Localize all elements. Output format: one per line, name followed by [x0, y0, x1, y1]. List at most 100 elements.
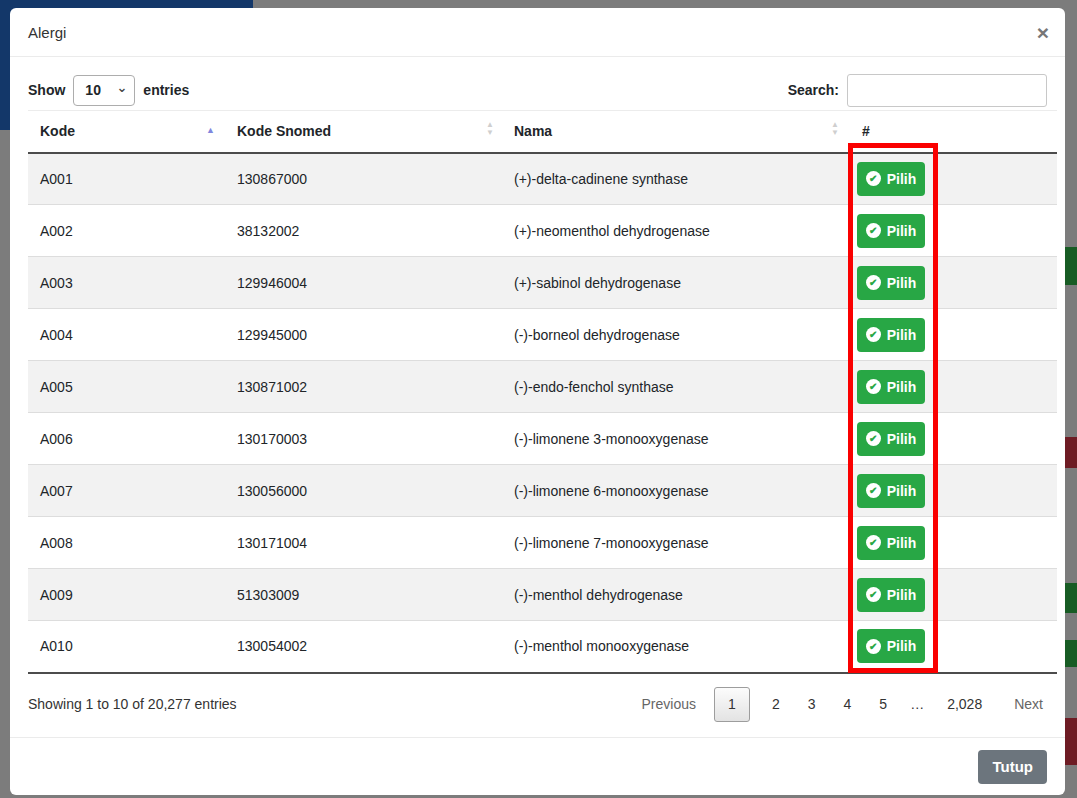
cell-action: ✔ Pilih: [845, 205, 1057, 257]
cell-action: ✔ Pilih: [845, 257, 1057, 309]
table-row: A010130054002(-)-menthol monooxygenase✔P…: [28, 621, 1057, 673]
cell-nama: (-)-limonene 6-monooxygenase: [502, 465, 845, 517]
pilih-label: Pilih: [887, 275, 917, 291]
cell-action: ✔ Pilih: [845, 621, 1057, 673]
check-circle-icon: ✔: [866, 639, 881, 654]
tutup-close-button[interactable]: Tutup: [978, 750, 1047, 784]
page-button-1[interactable]: 1: [714, 687, 750, 722]
check-circle-icon: ✔: [866, 275, 881, 290]
cell-snomed: 130054002: [225, 621, 502, 673]
check-circle-icon: ✔: [866, 379, 881, 394]
previous-page-button[interactable]: Previous: [638, 690, 700, 718]
table-row: A001130867000(+)-delta-cadinene synthase…: [28, 153, 1057, 205]
pilih-label: Pilih: [887, 638, 917, 654]
cell-kode: A008: [28, 517, 225, 569]
cell-snomed: 130056000: [225, 465, 502, 517]
pilih-button[interactable]: ✔ Pilih: [857, 422, 925, 456]
page-button-4[interactable]: 4: [830, 690, 866, 718]
entries-label: entries: [143, 82, 189, 98]
sort-both-icon: ▲▼: [486, 121, 494, 137]
cell-kode: A007: [28, 465, 225, 517]
table-controls: Show 10 ⌄ entries Search:: [28, 70, 1047, 110]
column-header-kode[interactable]: Kode ▲: [28, 111, 225, 153]
close-icon[interactable]: ×: [1037, 22, 1049, 43]
cell-nama: (-)-limonene 3-monooxygenase: [502, 413, 845, 465]
modal-title: Alergi: [28, 24, 66, 41]
search-control: Search:: [788, 74, 1047, 107]
pilih-button[interactable]: ✔Pilih: [857, 318, 925, 352]
page-length-select[interactable]: 10 ⌄: [73, 75, 135, 106]
background-green-button-fragment: [1064, 640, 1077, 667]
search-input[interactable]: [847, 74, 1047, 107]
cell-action: ✔Pilih: [845, 569, 1057, 621]
cell-snomed: 51303009: [225, 569, 502, 621]
cell-snomed: 130871002: [225, 361, 502, 413]
cell-nama: (+)-sabinol dehydrogenase: [502, 257, 845, 309]
table-body: A001130867000(+)-delta-cadinene synthase…: [28, 153, 1057, 673]
page-ellipsis: …: [901, 690, 933, 718]
cell-action: ✔ Pilih: [845, 153, 1057, 205]
cell-action: ✔ Pilih: [845, 413, 1057, 465]
check-circle-icon: ✔: [866, 223, 881, 238]
pilih-button[interactable]: ✔ Pilih: [857, 526, 925, 560]
page-length-value: 10: [85, 82, 101, 98]
check-circle-icon: ✔: [866, 535, 881, 550]
cell-nama: (+)-neomenthol dehydrogenase: [502, 205, 845, 257]
pilih-button[interactable]: ✔ Pilih: [857, 214, 925, 248]
check-circle-icon: ✔: [866, 587, 881, 602]
pilih-label: Pilih: [887, 431, 917, 447]
table-row: A00238132002(+)-neomenthol dehydrogenase…: [28, 205, 1057, 257]
pilih-button[interactable]: ✔ Pilih: [857, 370, 925, 404]
background-green-button-fragment: [1064, 583, 1077, 613]
column-header-nama[interactable]: Nama ▲▼: [502, 111, 845, 153]
page-button-2[interactable]: 2: [758, 690, 794, 718]
cell-kode: A001: [28, 153, 225, 205]
sort-both-icon: ▲▼: [831, 121, 839, 137]
table-row: A003129946004(+)-sabinol dehydrogenase✔P…: [28, 257, 1057, 309]
background-red-button-fragment: [1064, 718, 1077, 765]
pilih-button[interactable]: ✔ Pilih: [857, 629, 925, 663]
page-button-2,028[interactable]: 2,028: [933, 690, 996, 718]
cell-action: ✔Pilih: [845, 309, 1057, 361]
page-button-5[interactable]: 5: [865, 690, 901, 718]
table-row: A006130170003(-)-limonene 3-monooxygenas…: [28, 413, 1057, 465]
cell-snomed: 129946004: [225, 257, 502, 309]
page-button-3[interactable]: 3: [794, 690, 830, 718]
column-header-kode-snomed[interactable]: Kode Snomed ▲▼: [225, 111, 502, 153]
cell-kode: A005: [28, 361, 225, 413]
next-page-button[interactable]: Next: [1010, 690, 1047, 718]
cell-snomed: 130171004: [225, 517, 502, 569]
table-row: A005130871002(-)-endo-fenchol synthase ✔ P…: [28, 361, 1057, 413]
cell-snomed: 38132002: [225, 205, 502, 257]
table-row: A004129945000(-)-borneol dehydrogenase✔P…: [28, 309, 1057, 361]
check-circle-icon: ✔: [866, 171, 881, 186]
cell-action: ✔ Pilih: [845, 517, 1057, 569]
cell-kode: A006: [28, 413, 225, 465]
pagination: Previous 12345…2,028 Next: [638, 687, 1048, 722]
cell-nama: (-)-borneol dehydrogenase: [502, 309, 845, 361]
cell-action: ✔ Pilih: [845, 361, 1057, 413]
pilih-button[interactable]: ✔Pilih: [857, 474, 925, 508]
check-circle-icon: ✔: [866, 431, 881, 446]
pilih-label: Pilih: [887, 223, 917, 239]
pilih-button[interactable]: ✔ Pilih: [857, 266, 925, 300]
background-red-button-fragment: [1064, 437, 1077, 468]
cell-kode: A010: [28, 621, 225, 673]
pilih-label: Pilih: [887, 379, 917, 395]
cell-action: ✔Pilih: [845, 465, 1057, 517]
pilih-label: Pilih: [887, 535, 917, 551]
pilih-button[interactable]: ✔Pilih: [857, 578, 925, 612]
table-info: Showing 1 to 10 of 20,277 entries: [28, 696, 237, 712]
page-length-control: Show 10 ⌄ entries: [28, 75, 189, 106]
pilih-button[interactable]: ✔ Pilih: [857, 162, 925, 196]
cell-nama: (-)-endo-fenchol synthase: [502, 361, 845, 413]
modal-header: Alergi ×: [10, 8, 1065, 57]
column-header-action: #: [845, 111, 1057, 153]
pilih-label: Pilih: [887, 171, 917, 187]
pilih-label: Pilih: [887, 483, 917, 499]
cell-nama: (+)-delta-cadinene synthase: [502, 153, 845, 205]
cell-snomed: 130867000: [225, 153, 502, 205]
table-row: A008130171004(-)-limonene 7-monooxygenas…: [28, 517, 1057, 569]
pilih-label: Pilih: [887, 327, 917, 343]
table-footer: Showing 1 to 10 of 20,277 entries Previo…: [28, 672, 1047, 736]
